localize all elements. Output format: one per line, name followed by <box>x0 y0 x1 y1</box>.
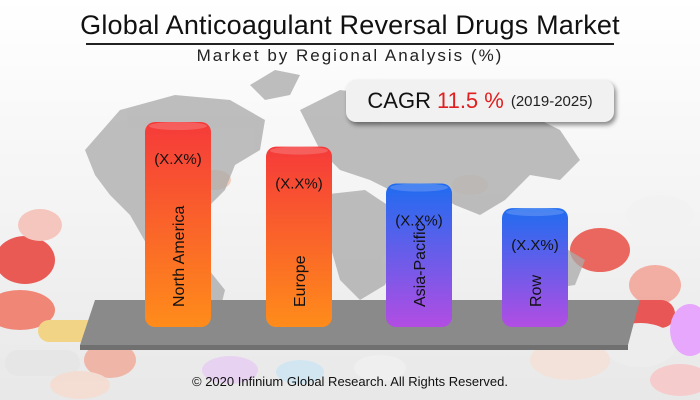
cagr-label: CAGR <box>367 88 431 113</box>
bar-top-highlight <box>149 122 207 130</box>
bar-asia-pacific <box>386 183 452 327</box>
bar-top-highlight <box>390 183 448 192</box>
bar-top-highlight <box>506 208 564 217</box>
pills-decoration <box>0 170 700 399</box>
bar-europe <box>266 146 332 327</box>
bar-row <box>502 208 568 327</box>
chart-platform <box>80 300 640 345</box>
bar-value-label: (X.X%) <box>154 151 202 168</box>
cagr-box: CAGR 11.5 % (2019-2025) <box>346 80 614 122</box>
category-label: Row <box>528 275 545 307</box>
bar-value-label: (X.X%) <box>275 176 323 193</box>
title-underline <box>86 43 614 45</box>
cagr-value: 11.5 % <box>436 88 504 113</box>
category-label: North America <box>171 206 188 307</box>
bar-value-label: (X.X%) <box>395 213 443 230</box>
chart-subtitle: Market by Regional Analysis (%) <box>196 46 504 65</box>
cagr-period: (2019-2025) <box>510 92 593 110</box>
category-label: Asia-Pacific <box>412 223 429 307</box>
copyright-footer: © 2020 Infinium Global Research. All Rig… <box>192 374 508 389</box>
bar-north-america <box>145 122 211 327</box>
chart-title: Global Anticoagulant Reversal Drugs Mark… <box>80 10 620 40</box>
bar-value-label: (X.X%) <box>511 237 559 254</box>
category-label: Europe <box>292 255 309 307</box>
bar-top-highlight <box>270 146 328 155</box>
